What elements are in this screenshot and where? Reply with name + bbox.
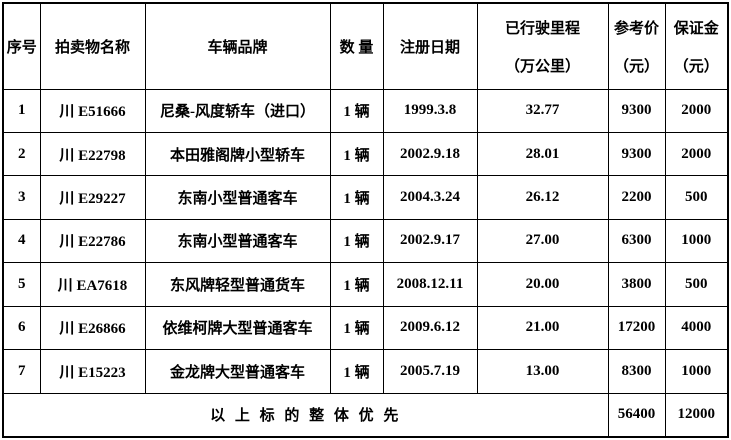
cell-deposit: 1000	[664, 349, 729, 394]
cell-brand: 东风牌轻型普通货车	[144, 262, 331, 307]
cell-mileage: 27.00	[476, 218, 609, 264]
header-quantity-label: 数 量	[339, 39, 374, 56]
cell-serial: 2	[2, 131, 41, 177]
cell-ref-price: 3800	[607, 262, 666, 307]
cell-ref-price: 6300	[607, 218, 666, 264]
cell-mileage: 32.77	[476, 88, 609, 133]
cell-serial: 3	[2, 175, 41, 220]
cell-reg-date: 1999.3.8	[382, 88, 478, 133]
table-header-row: 序号 拍卖物名称 车辆品牌 数 量 注册日期 已行驶里程 （万公里） 参考价 （…	[2, 2, 729, 90]
cell-serial: 1	[2, 88, 41, 133]
cell-deposit: 4000	[664, 305, 729, 351]
cell-serial: 5	[2, 262, 41, 307]
table-row: 5 川 EA7618 东风牌轻型普通货车 1 辆 2008.12.11 20.0…	[2, 262, 729, 307]
cell-deposit: 1000	[664, 218, 729, 264]
cell-brand: 东南小型普通客车	[144, 175, 331, 220]
header-reg-date: 注册日期	[382, 2, 478, 90]
cell-plate: 川 EA7618	[39, 262, 146, 307]
cell-reg-date: 2004.3.24	[382, 175, 478, 220]
cell-serial: 7	[2, 349, 41, 394]
cell-deposit: 500	[664, 175, 729, 220]
cell-plate: 川 E22798	[39, 131, 146, 177]
cell-reg-date: 2009.6.12	[382, 305, 478, 351]
cell-deposit: 500	[664, 262, 729, 307]
cell-reg-date: 2002.9.18	[382, 131, 478, 177]
cell-quantity: 1 辆	[329, 349, 384, 394]
header-serial-label: 序号	[6, 39, 37, 56]
cell-mileage: 28.01	[476, 131, 609, 177]
cell-reg-date: 2008.12.11	[382, 262, 478, 307]
cell-quantity: 1 辆	[329, 262, 384, 307]
cell-reg-date: 2002.9.17	[382, 218, 478, 264]
table-row: 6 川 E26866 依维柯牌大型普通客车 1 辆 2009.6.12 21.0…	[2, 305, 729, 351]
cell-ref-price: 17200	[607, 305, 666, 351]
cell-quantity: 1 辆	[329, 218, 384, 264]
cell-ref-price: 2200	[607, 175, 666, 220]
footer-price-total: 56400	[607, 392, 666, 438]
cell-mileage: 13.00	[476, 349, 609, 394]
cell-quantity: 1 辆	[329, 131, 384, 177]
header-ref-price-line2: （元）	[613, 58, 659, 75]
cell-plate: 川 E51666	[39, 88, 146, 133]
cell-brand: 依维柯牌大型普通客车	[144, 305, 331, 351]
cell-mileage: 21.00	[476, 305, 609, 351]
header-mileage: 已行驶里程 （万公里）	[476, 2, 609, 90]
header-mileage-line1: 已行驶里程	[504, 20, 580, 37]
cell-serial: 4	[2, 218, 41, 264]
cell-mileage: 20.00	[476, 262, 609, 307]
cell-quantity: 1 辆	[329, 305, 384, 351]
header-brand-label: 车辆品牌	[207, 39, 268, 56]
table-row: 2 川 E22798 本田雅阁牌小型轿车 1 辆 2002.9.18 28.01…	[2, 131, 729, 177]
table-row: 7 川 E15223 金龙牌大型普通客车 1 辆 2005.7.19 13.00…	[2, 349, 729, 394]
cell-ref-price: 9300	[607, 131, 666, 177]
cell-brand: 尼桑-风度轿车（进口）	[144, 88, 331, 133]
header-ref-price-line1: 参考价	[613, 20, 659, 37]
cell-quantity: 1 辆	[329, 175, 384, 220]
header-mileage-line2: （万公里）	[504, 58, 580, 75]
table-row: 3 川 E29227 东南小型普通客车 1 辆 2004.3.24 26.12 …	[2, 175, 729, 220]
table-footer-row: 以 上 标 的 整 体 优 先 56400 12000	[2, 392, 729, 438]
cell-brand: 本田雅阁牌小型轿车	[144, 131, 331, 177]
footer-note: 以 上 标 的 整 体 优 先	[2, 392, 609, 438]
cell-mileage: 26.12	[476, 175, 609, 220]
header-ref-price: 参考价 （元）	[607, 2, 666, 90]
cell-quantity: 1 辆	[329, 88, 384, 133]
header-reg-date-label: 注册日期	[399, 39, 460, 56]
table-row: 4 川 E22786 东南小型普通客车 1 辆 2002.9.17 27.00 …	[2, 218, 729, 264]
cell-plate: 川 E29227	[39, 175, 146, 220]
cell-brand: 东南小型普通客车	[144, 218, 331, 264]
cell-deposit: 2000	[664, 131, 729, 177]
cell-plate: 川 E22786	[39, 218, 146, 264]
header-serial: 序号	[2, 2, 41, 90]
header-deposit-line2: （元）	[673, 58, 719, 75]
cell-deposit: 2000	[664, 88, 729, 133]
header-quantity: 数 量	[329, 2, 384, 90]
cell-brand: 金龙牌大型普通客车	[144, 349, 331, 394]
header-brand: 车辆品牌	[144, 2, 331, 90]
header-item-name-label: 拍卖物名称	[54, 39, 130, 56]
footer-deposit-total: 12000	[664, 392, 729, 438]
header-deposit: 保证金 （元）	[664, 2, 729, 90]
table-row: 1 川 E51666 尼桑-风度轿车（进口） 1 辆 1999.3.8 32.7…	[2, 88, 729, 133]
cell-ref-price: 8300	[607, 349, 666, 394]
cell-plate: 川 E26866	[39, 305, 146, 351]
header-item-name: 拍卖物名称	[39, 2, 146, 90]
cell-plate: 川 E15223	[39, 349, 146, 394]
cell-serial: 6	[2, 305, 41, 351]
header-deposit-line1: 保证金	[673, 20, 719, 37]
cell-reg-date: 2005.7.19	[382, 349, 478, 394]
cell-ref-price: 9300	[607, 88, 666, 133]
